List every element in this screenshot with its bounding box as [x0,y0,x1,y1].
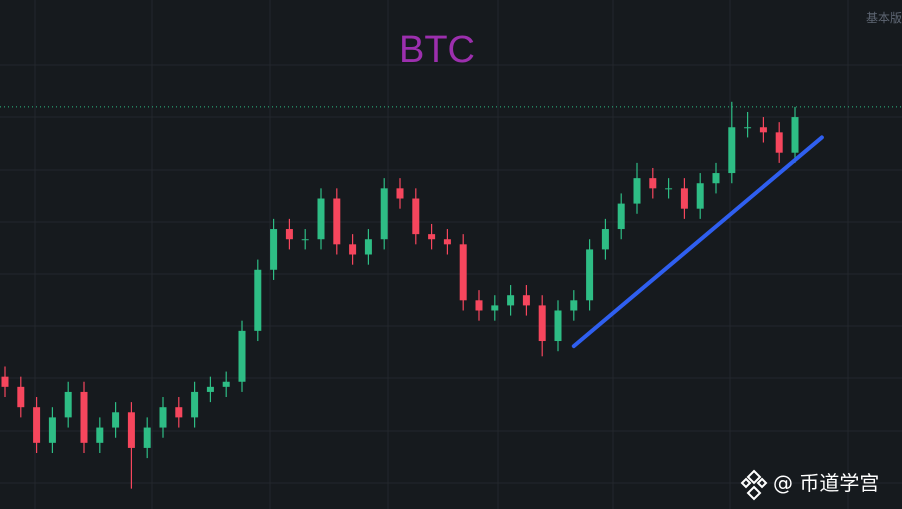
candle-body [364,239,372,255]
candle-body [744,127,752,129]
candle-body [601,229,609,250]
candle-body [48,417,56,443]
logo-part [746,469,762,485]
candle-body [96,427,104,443]
candle-body [428,234,436,240]
candle-body [191,391,199,418]
candle-body [64,391,72,418]
candle-body [127,412,135,448]
candle-body [143,427,151,448]
candle-body [254,269,262,331]
logo-part [756,477,768,489]
candle-body [538,305,546,342]
candle-body [570,300,578,311]
candle-body [159,407,167,428]
candle-body [712,173,720,184]
watermark-logo [740,469,768,501]
candle-body [586,249,594,301]
candle-body [80,391,88,443]
candle-body [33,407,41,443]
candle-body [696,183,704,209]
candle-body [791,117,799,153]
logo-part [740,477,752,489]
candle-body [285,229,293,240]
candle-body [270,229,278,270]
candle-body [507,295,515,306]
candle-body [333,198,341,245]
candle-body [222,381,230,387]
candle-body [475,300,483,311]
candle-body [175,407,183,418]
candle-body [317,198,325,240]
candle-body [554,310,562,342]
version-label: 基本版 [866,11,902,25]
candle-body [728,127,736,174]
chart-title: BTC [399,29,475,71]
candle-body [633,178,641,204]
logo-part [746,485,762,501]
candle-body [412,198,420,235]
candle-body [349,244,357,255]
candle-body [396,188,404,199]
candle-body [238,330,246,382]
candle-body [649,178,657,189]
candle-body [17,386,25,408]
candle-body [380,188,388,240]
candle-body [443,239,451,245]
candle-body [112,412,120,428]
candle-body [617,203,625,230]
trendline [571,135,824,349]
candle-body [522,295,530,306]
candle-body [665,188,673,190]
candle-body [680,188,688,209]
candle-body [759,127,767,133]
candle-body [1,376,9,387]
candle-body [491,305,499,311]
candle-body [301,239,309,241]
watermark: @ 币道学宫 [773,471,879,495]
candle-body [206,386,214,392]
candle-body [459,244,467,301]
candle-body [775,132,783,153]
